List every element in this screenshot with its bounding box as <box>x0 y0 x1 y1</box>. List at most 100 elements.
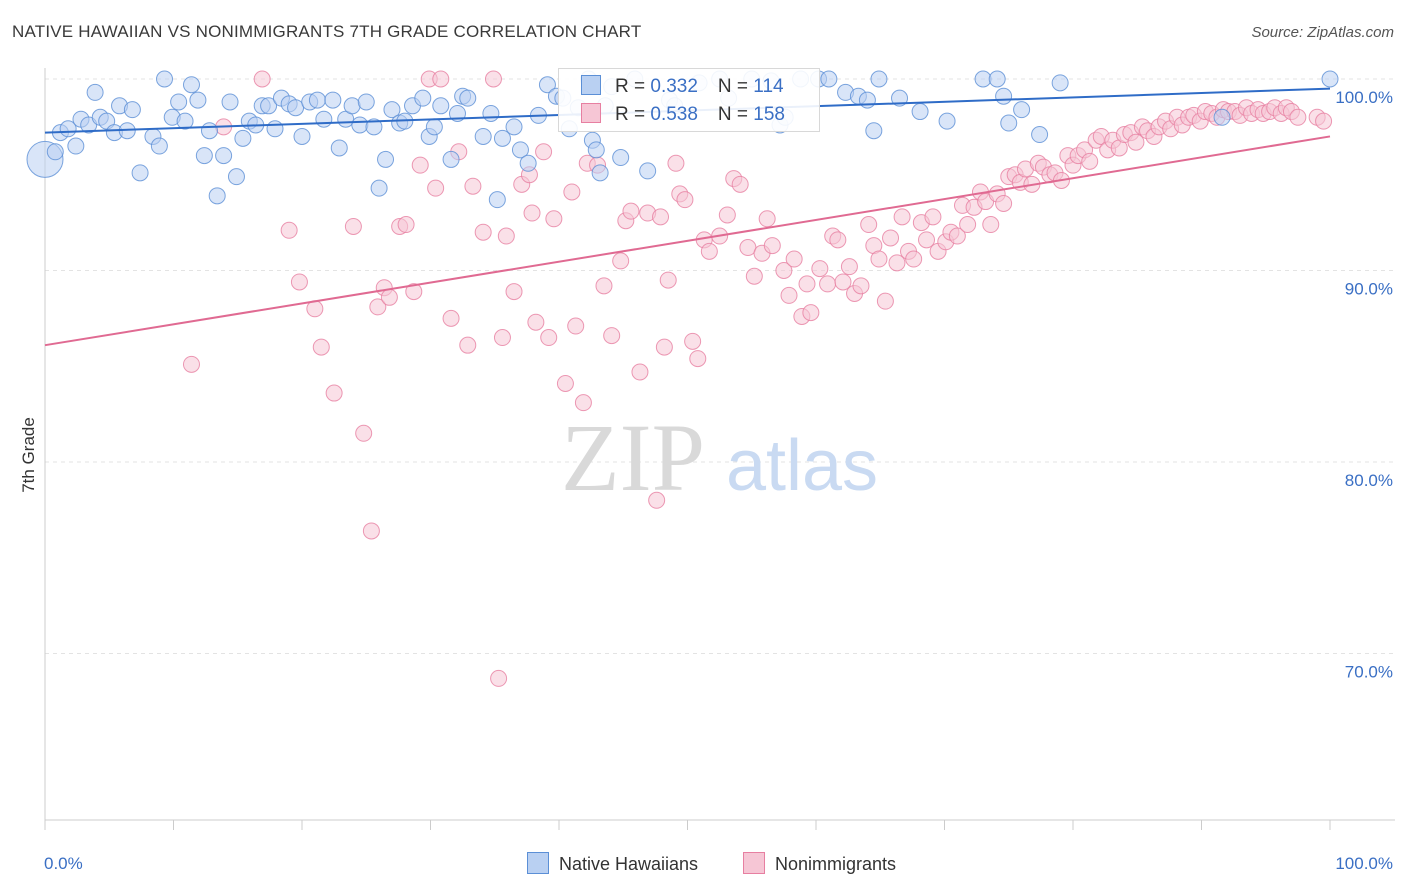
data-point <box>603 327 621 345</box>
data-point <box>1013 101 1031 119</box>
data-point <box>170 93 188 111</box>
data-point <box>1213 108 1231 126</box>
data-point <box>67 137 85 155</box>
data-point <box>86 83 104 101</box>
data-point <box>758 210 776 228</box>
data-point <box>982 216 1000 234</box>
data-point <box>505 118 523 136</box>
data-point <box>612 149 630 167</box>
data-point <box>427 179 445 197</box>
data-point <box>745 267 763 285</box>
data-point <box>591 164 609 182</box>
data-point <box>505 283 523 301</box>
n-value: 158 <box>753 104 785 125</box>
data-point <box>924 208 942 226</box>
data-point <box>459 89 477 107</box>
data-point <box>988 70 1006 88</box>
data-point <box>287 99 305 117</box>
data-point <box>882 229 900 247</box>
x-tick-label: 100.0% <box>1335 854 1393 873</box>
data-point <box>905 250 923 268</box>
data-point <box>689 350 707 368</box>
data-point <box>648 491 666 509</box>
data-point <box>46 143 64 161</box>
data-point <box>484 70 502 88</box>
data-point <box>1289 108 1307 126</box>
data-point <box>511 141 529 159</box>
data-point <box>176 112 194 130</box>
legend-label: Nonimmigrants <box>775 854 897 874</box>
data-point <box>357 93 375 111</box>
data-point <box>312 338 330 356</box>
stats-legend: R = 0.332 N = 114 R = 0.538 N = 158 <box>558 68 820 132</box>
data-point <box>639 162 657 180</box>
data-point <box>659 271 677 289</box>
y-axis-label: 7th Grade <box>19 417 38 493</box>
data-point <box>411 156 429 174</box>
data-point <box>995 194 1013 212</box>
data-point <box>383 101 401 119</box>
data-point <box>182 355 200 373</box>
data-point <box>370 179 388 197</box>
data-point <box>208 187 226 205</box>
legend-label: Native Hawaiians <box>559 854 699 874</box>
data-point <box>315 110 333 128</box>
data-point <box>811 260 829 278</box>
legend-nonimmigrants[interactable]: Nonimmigrants <box>743 852 896 875</box>
data-point <box>156 70 174 88</box>
n-label: N = <box>717 104 754 125</box>
chart-title: NATIVE HAWAIIAN VS NONIMMIGRANTS 7TH GRA… <box>12 22 642 41</box>
data-point <box>802 304 820 322</box>
data-point <box>280 221 298 239</box>
data-point <box>538 76 556 94</box>
data-point <box>840 258 858 276</box>
data-point <box>820 70 838 88</box>
data-point <box>1081 152 1099 170</box>
data-point <box>414 89 432 107</box>
data-point <box>852 277 870 295</box>
data-point <box>442 150 460 168</box>
data-point <box>959 216 977 234</box>
data-point <box>974 70 992 88</box>
data-point <box>540 329 558 347</box>
data-point <box>888 254 906 272</box>
data-point <box>911 103 929 121</box>
data-point <box>876 292 894 310</box>
data-point <box>684 332 702 350</box>
data-point <box>131 164 149 182</box>
data-point <box>490 669 508 687</box>
data-point <box>459 336 477 354</box>
data-point <box>432 97 450 115</box>
data-point <box>700 242 718 260</box>
data-point <box>865 122 883 140</box>
watermark-atlas: atlas <box>726 426 878 506</box>
r-label: R = <box>615 76 651 97</box>
data-point <box>488 191 506 209</box>
data-point <box>1000 114 1018 132</box>
y-tick-label: 80.0% <box>1345 471 1393 490</box>
x-tick-labels: 0.0% 100.0% <box>44 854 1393 873</box>
data-point <box>293 127 311 145</box>
data-point <box>351 116 369 134</box>
legend-native-hawaiians[interactable]: Native Hawaiians <box>527 852 698 875</box>
axes <box>44 68 1395 830</box>
data-point <box>200 122 218 140</box>
data-point <box>870 70 888 88</box>
data-point <box>595 277 613 295</box>
data-point <box>731 175 749 193</box>
data-point <box>253 70 271 88</box>
data-point <box>891 89 909 107</box>
r-value: 0.332 <box>650 76 698 97</box>
data-point <box>995 87 1013 105</box>
legend-swatch-pink <box>743 852 765 874</box>
y-tick-label: 100.0% <box>1335 88 1393 107</box>
data-point <box>365 118 383 136</box>
data-point <box>221 93 239 111</box>
data-point <box>260 97 278 115</box>
data-point <box>523 204 541 222</box>
data-point <box>234 129 252 147</box>
y-tick-label: 90.0% <box>1345 280 1393 299</box>
data-point <box>893 208 911 226</box>
data-point <box>474 223 492 241</box>
